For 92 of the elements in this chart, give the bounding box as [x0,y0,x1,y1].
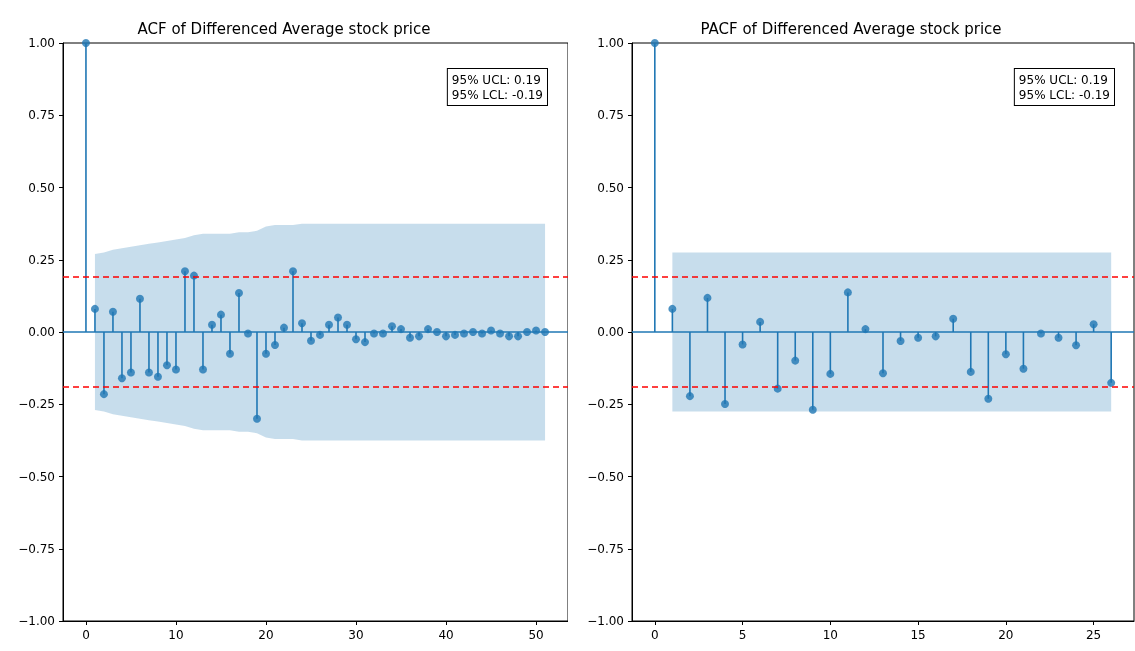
y-tick-label: −0.75 [587,541,624,556]
point [153,372,162,381]
y-tick-label: −0.50 [18,469,55,484]
x-tick-label: 10 [168,628,184,642]
point [198,365,207,374]
point [514,332,523,341]
point [505,332,514,341]
point [126,368,135,377]
point [388,322,397,331]
point [1107,378,1116,387]
x-tick-label: 15 [910,628,926,642]
x-tick-label: 30 [348,628,364,642]
x-tick-label: 50 [528,628,544,642]
point [826,369,835,378]
point [703,293,712,302]
point [162,361,171,370]
y-tick-label: 0.25 [28,252,55,267]
x-tick-label: 25 [1085,628,1102,642]
annotation: 95% LCL: -0.19 [451,87,544,102]
point [334,313,342,322]
point [225,349,234,358]
point [1001,350,1010,359]
y-tick-label: 0.00 [28,325,55,339]
y-tick-label: 0.50 [597,180,624,195]
point [253,414,261,423]
point [171,365,180,374]
y-tick-label: −0.50 [587,469,624,484]
annotation: 95% UCL: 0.19 [1018,72,1108,87]
point [415,332,424,341]
point [361,338,370,347]
x-tick-label: 10 [822,628,838,642]
point [756,317,765,326]
point [738,340,747,349]
point [808,405,817,414]
x-tick-label: 40 [438,628,454,642]
point [650,39,659,47]
point [668,304,677,313]
point [117,374,126,383]
point [966,367,975,376]
point [271,341,279,349]
chart-title: ACF of Differenced Average stock price [137,19,431,38]
point [352,335,361,344]
annotation: 95% UCL: 0.19 [451,72,541,87]
point [914,333,923,342]
point [1089,320,1098,329]
point [843,288,852,297]
y-tick-label: 0.75 [28,108,55,123]
point [442,332,451,341]
y-tick-label: 0.50 [28,180,55,195]
point [180,267,189,276]
y-tick-label: 1.00 [28,36,55,50]
y-tick-label: −1.00 [18,614,55,628]
point [791,356,800,365]
point [99,390,108,399]
x-tick-label: 5 [738,628,747,642]
point [298,319,306,328]
point [896,336,905,345]
y-tick-label: −0.25 [18,397,55,412]
y-tick-label: −1.00 [587,614,624,628]
y-tick-label: 0.25 [597,252,624,267]
point [879,369,887,378]
point [1019,364,1028,373]
point [234,288,243,297]
point [90,304,99,313]
point [81,39,90,47]
point [984,394,993,403]
point [144,368,153,377]
x-tick-label: 20 [258,628,274,642]
point [343,320,352,329]
point [949,314,958,323]
y-tick-label: −0.25 [587,397,624,412]
annotation: 95% LCL: -0.19 [1018,87,1111,102]
y-tick-label: 0.75 [597,108,624,123]
point [685,392,694,401]
point [289,267,297,276]
point [207,320,216,329]
point [262,349,270,358]
x-tick-label: 20 [998,628,1014,642]
y-tick-label: −0.75 [18,541,55,556]
point [108,307,117,316]
x-tick-label: 0 [651,628,659,642]
point [721,399,730,408]
x-tick-label: 0 [82,628,90,642]
point [216,310,225,319]
point [406,333,415,342]
point [1072,341,1081,350]
y-tick-label: 1.00 [597,36,624,50]
point [135,294,144,303]
point [325,320,333,329]
chart-title: PACF of Differenced Average stock price [700,19,1002,38]
y-tick-label: 0.00 [597,325,624,339]
point [307,336,315,345]
